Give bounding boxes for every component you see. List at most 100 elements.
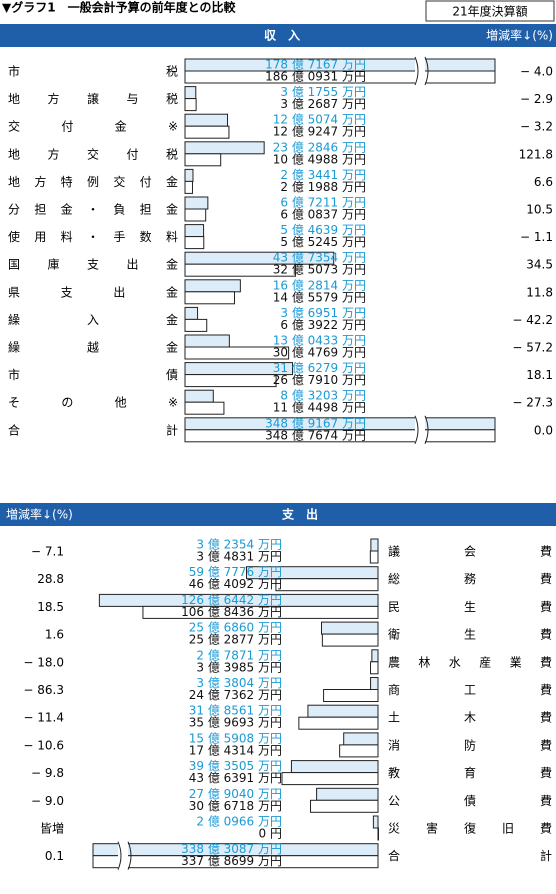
bar	[184, 318, 208, 332]
rate: 121.8	[519, 147, 553, 161]
bar	[323, 689, 379, 702]
item-name: 市債	[8, 367, 178, 382]
bar	[184, 279, 241, 293]
bar	[184, 224, 205, 238]
income-header	[0, 24, 556, 47]
value-label: 3 億 4831 万円	[196, 550, 282, 564]
rate: 28.8	[37, 572, 64, 586]
value-label: 30 億 4769 万円	[273, 346, 366, 360]
bar	[184, 374, 277, 388]
value-label: 5 億 5245 万円	[280, 235, 366, 249]
item-name: 商工費	[388, 682, 552, 697]
value-label: 6 億 0837 万円	[280, 208, 366, 222]
value-label: 2 億 7871 万円	[196, 648, 282, 662]
value-label: 27 億 9040 万円	[189, 787, 282, 801]
value-label: 26 億 7910 万円	[273, 373, 366, 387]
rate: − 27.3	[512, 396, 553, 410]
rate: 18.5	[37, 600, 64, 614]
bar-break-line	[414, 415, 429, 444]
bar	[310, 799, 379, 813]
value-label: 0 円	[259, 827, 282, 841]
value-label: 12 億 9247 万円	[273, 125, 366, 139]
bar	[371, 649, 379, 663]
rate: 34.5	[526, 258, 553, 272]
value-label: 32 億 5073 万円	[273, 263, 366, 277]
value-label: 8 億 3203 万円	[280, 389, 366, 403]
item-name: 繰越金	[8, 340, 178, 355]
item-name: 合計	[8, 422, 178, 437]
expenditure-title: 支 出	[281, 507, 318, 522]
rate: 6.6	[534, 175, 553, 189]
rate: 11.8	[526, 285, 553, 299]
rate: − 3.2	[520, 120, 553, 134]
value-label: 2 億 3441 万円	[280, 168, 366, 182]
item-name: その他※	[8, 396, 178, 410]
value-label: 23 億 2846 万円	[273, 140, 366, 154]
bar	[184, 153, 222, 167]
value-label: 348 億 7674 万円	[265, 428, 366, 442]
item-name: 民生費	[388, 599, 552, 614]
bar	[369, 550, 379, 564]
bar	[184, 208, 207, 222]
item-name: 地方譲与税	[8, 91, 178, 106]
bar	[184, 401, 225, 415]
item-name: 衛生費	[388, 627, 552, 642]
item-name: 県支出金	[8, 284, 178, 299]
item-name: 使用料・手数料	[8, 229, 178, 244]
item-name: 教育費	[388, 765, 552, 780]
title: ▼グラフ1 一般会計予算の前年度との比較	[2, 0, 236, 15]
value-label: 15 億 5908 万円	[189, 731, 282, 745]
expenditure-header	[0, 503, 556, 526]
bar	[184, 168, 194, 182]
value-label: 14 億 5579 万円	[273, 290, 366, 304]
rate: − 18.0	[23, 655, 64, 669]
rate: − 42.2	[512, 313, 553, 327]
bar-break	[415, 415, 425, 444]
value-label: 178 億 7167 万円	[265, 58, 366, 72]
bar	[184, 236, 205, 250]
bar	[298, 716, 379, 730]
bar	[316, 787, 379, 801]
value-label: 12 億 5074 万円	[273, 113, 366, 127]
rate: 0.1	[45, 849, 64, 863]
value-label: 3 億 3804 万円	[196, 676, 282, 690]
value-label: 3 億 6951 万円	[280, 306, 366, 320]
value-label: 39 億 3505 万円	[189, 759, 282, 773]
bar	[184, 196, 209, 210]
value-label: 13 億 0433 万円	[273, 334, 366, 348]
value-label: 3 億 1755 万円	[280, 85, 366, 99]
bar	[339, 744, 379, 758]
item-name: 災害復旧費	[388, 821, 552, 836]
income-rate-header: 増減率↓(%)	[486, 28, 553, 43]
rate: − 2.9	[520, 92, 553, 106]
bar	[377, 827, 379, 841]
bar	[184, 346, 290, 360]
bar	[320, 621, 379, 635]
item-name: 農林水産業費	[388, 654, 552, 669]
value-label: 5 億 4639 万円	[280, 223, 366, 237]
bar	[184, 86, 197, 100]
value-label: 35 億 9693 万円	[189, 716, 282, 730]
item-name: 合計	[388, 848, 552, 863]
value-label: 31 億 8561 万円	[189, 704, 282, 718]
bar	[370, 538, 379, 552]
rate: − 4.0	[520, 65, 553, 79]
bar	[92, 855, 379, 869]
value-label: 186 億 0931 万円	[265, 70, 366, 84]
value-label: 30 億 6718 万円	[189, 799, 282, 813]
bar-break-line	[414, 56, 429, 86]
bar-break-line	[117, 841, 132, 870]
item-name: 消防費	[388, 737, 552, 752]
rate: 18.1	[526, 368, 553, 382]
value-label: 6 億 7211 万円	[280, 196, 366, 210]
bar	[321, 633, 379, 647]
bar	[290, 760, 379, 774]
bar	[370, 661, 379, 675]
value-label: 16 億 2814 万円	[273, 278, 366, 292]
bar	[184, 334, 230, 348]
rate: − 86.3	[23, 683, 64, 697]
bar	[184, 113, 229, 127]
bar	[275, 578, 379, 592]
value-label: 31 億 6279 万円	[273, 361, 366, 375]
value-label: 10 億 4988 万円	[273, 152, 366, 166]
